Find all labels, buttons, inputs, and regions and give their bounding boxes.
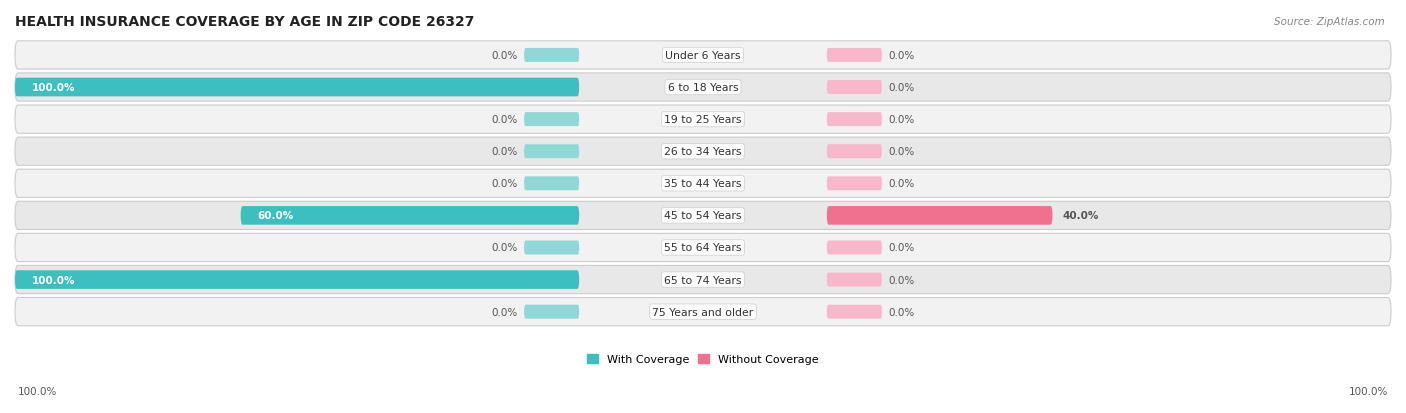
Text: 0.0%: 0.0% [491,115,517,125]
FancyBboxPatch shape [827,273,882,287]
Text: 0.0%: 0.0% [491,147,517,157]
Text: 26 to 34 Years: 26 to 34 Years [664,147,742,157]
Text: Under 6 Years: Under 6 Years [665,51,741,61]
Text: Source: ZipAtlas.com: Source: ZipAtlas.com [1274,17,1385,26]
Legend: With Coverage, Without Coverage: With Coverage, Without Coverage [582,349,824,368]
FancyBboxPatch shape [524,145,579,159]
FancyBboxPatch shape [827,81,882,95]
Text: 6 to 18 Years: 6 to 18 Years [668,83,738,93]
FancyBboxPatch shape [524,305,579,319]
Text: 100.0%: 100.0% [32,83,76,93]
FancyBboxPatch shape [240,206,579,225]
FancyBboxPatch shape [15,138,1391,166]
Text: 0.0%: 0.0% [889,307,915,317]
Text: 45 to 54 Years: 45 to 54 Years [664,211,742,221]
FancyBboxPatch shape [827,241,882,255]
FancyBboxPatch shape [827,145,882,159]
Text: 60.0%: 60.0% [257,211,294,221]
Text: 40.0%: 40.0% [1063,211,1099,221]
Text: 75 Years and older: 75 Years and older [652,307,754,317]
FancyBboxPatch shape [524,177,579,191]
Text: 0.0%: 0.0% [491,51,517,61]
FancyBboxPatch shape [15,298,1391,326]
FancyBboxPatch shape [827,49,882,63]
Text: 100.0%: 100.0% [18,387,58,396]
Text: 100.0%: 100.0% [32,275,76,285]
FancyBboxPatch shape [15,106,1391,134]
FancyBboxPatch shape [827,206,1053,225]
FancyBboxPatch shape [827,305,882,319]
FancyBboxPatch shape [15,202,1391,230]
FancyBboxPatch shape [827,113,882,127]
FancyBboxPatch shape [15,74,1391,102]
FancyBboxPatch shape [827,177,882,191]
Text: 100.0%: 100.0% [1348,387,1388,396]
FancyBboxPatch shape [524,113,579,127]
FancyBboxPatch shape [15,271,579,289]
FancyBboxPatch shape [15,78,579,97]
Text: 55 to 64 Years: 55 to 64 Years [664,243,742,253]
Text: 0.0%: 0.0% [889,51,915,61]
Text: 0.0%: 0.0% [889,115,915,125]
Text: 0.0%: 0.0% [889,243,915,253]
FancyBboxPatch shape [524,241,579,255]
Text: 0.0%: 0.0% [491,179,517,189]
FancyBboxPatch shape [15,266,1391,294]
Text: 19 to 25 Years: 19 to 25 Years [664,115,742,125]
FancyBboxPatch shape [524,49,579,63]
FancyBboxPatch shape [15,170,1391,198]
Text: 35 to 44 Years: 35 to 44 Years [664,179,742,189]
Text: 65 to 74 Years: 65 to 74 Years [664,275,742,285]
Text: 0.0%: 0.0% [889,147,915,157]
FancyBboxPatch shape [15,234,1391,262]
Text: 0.0%: 0.0% [889,83,915,93]
Text: 0.0%: 0.0% [889,179,915,189]
Text: HEALTH INSURANCE COVERAGE BY AGE IN ZIP CODE 26327: HEALTH INSURANCE COVERAGE BY AGE IN ZIP … [15,15,474,29]
Text: 0.0%: 0.0% [491,307,517,317]
Text: 0.0%: 0.0% [491,243,517,253]
FancyBboxPatch shape [15,42,1391,70]
Text: 0.0%: 0.0% [889,275,915,285]
